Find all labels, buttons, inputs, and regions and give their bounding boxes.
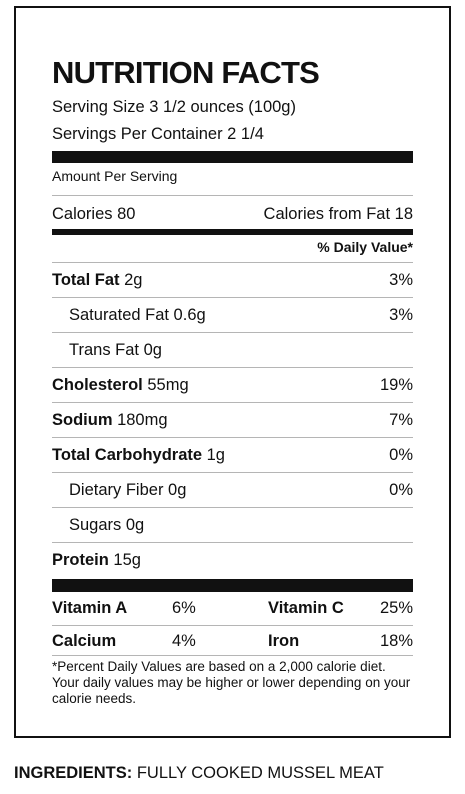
label-title: NUTRITION FACTS [52, 55, 320, 90]
nutrient-row-sodium: Sodium 180mg 7% [52, 403, 413, 437]
thick-divider [52, 579, 413, 592]
nutrient-dv: 19% [379, 375, 413, 394]
divider [52, 655, 413, 656]
nutrient-name: Total Carbohydrate [52, 445, 203, 464]
divider [52, 437, 413, 438]
nutrient-name: Saturated Fat 0.6g [69, 305, 206, 324]
calories: Calories 80 [52, 204, 136, 223]
nutrient-name: Sugars 0g [69, 515, 145, 534]
calories-from-fat: Calories from Fat 18 [263, 204, 413, 223]
nutrient-amount: 180mg [112, 410, 168, 429]
thick-divider [52, 151, 413, 163]
nutrient-name: Total Fat [52, 270, 120, 289]
daily-value-header-label: % Daily Value* [317, 239, 413, 255]
nutrient-dv: 0% [389, 445, 413, 464]
vitamin-name: Iron [268, 632, 300, 650]
nutrient-row-sugars: Sugars 0g [52, 508, 413, 542]
nutrient-dv: 7% [389, 410, 413, 429]
divider [52, 402, 413, 403]
footnote: *Percent Daily Values are based on a 2,0… [52, 659, 411, 706]
ingredients-label: INGREDIENTS: [14, 764, 133, 782]
vitamin-dv: 4% [172, 632, 196, 650]
divider [52, 262, 413, 263]
amount-per-serving: Amount Per Serving [52, 165, 413, 187]
vitamin-row-1: Vitamin A 6% Vitamin C 25% [52, 599, 413, 621]
nutrient-row-total-fat: Total Fat 2g 3% [52, 263, 413, 297]
divider [52, 332, 413, 333]
nutrient-row-protein: Protein 15g [52, 543, 413, 577]
divider [52, 195, 413, 196]
nutrient-name: Dietary Fiber 0g [69, 480, 187, 499]
nutrient-amount: 2g [119, 270, 143, 289]
nutrient-amount: 55mg [142, 375, 189, 394]
nutrient-name: Trans Fat 0g [69, 340, 162, 359]
vitamin-dv: 18% [379, 632, 413, 650]
divider [52, 542, 413, 543]
nutrient-amount: 1g [202, 445, 225, 464]
nutrient-dv: 3% [389, 270, 413, 289]
nutrient-dv: 3% [389, 305, 413, 324]
nutrient-row-cholesterol: Cholesterol 55mg 19% [52, 368, 413, 402]
nutrient-amount: 15g [108, 550, 141, 569]
nutrient-name: Cholesterol [52, 375, 143, 394]
divider [52, 297, 413, 298]
amount-per-serving-label: Amount Per Serving [52, 168, 178, 184]
ingredients-line: INGREDIENTS: FULLY COOKED MUSSEL MEAT [14, 764, 384, 783]
ingredients-text: FULLY COOKED MUSSEL MEAT [132, 764, 384, 782]
vitamin-name: Calcium [52, 632, 117, 650]
nutrient-row-saturated-fat: Saturated Fat 0.6g 3% [52, 298, 413, 332]
daily-value-header: % Daily Value* [52, 237, 413, 257]
divider [52, 507, 413, 508]
vitamin-name: Vitamin A [52, 599, 128, 617]
nutrient-name: Protein [52, 550, 109, 569]
divider [52, 472, 413, 473]
nutrient-dv: 0% [389, 480, 413, 499]
divider [52, 367, 413, 368]
divider [52, 625, 413, 626]
vitamin-row-2: Calcium 4% Iron 18% [52, 632, 413, 654]
nutrient-row-trans-fat: Trans Fat 0g [52, 333, 413, 367]
nutrient-row-total-carbohydrate: Total Carbohydrate 1g 0% [52, 438, 413, 472]
nutrient-name: Sodium [52, 410, 113, 429]
medium-divider [52, 229, 413, 235]
calories-row: Calories 80 Calories from Fat 18 [52, 202, 413, 226]
nutrient-row-dietary-fiber: Dietary Fiber 0g 0% [52, 473, 413, 507]
nutrition-label: NUTRITION FACTS Serving Size 3 1/2 ounce… [14, 6, 451, 738]
servings-per-container: Servings Per Container 2 1/4 [52, 125, 264, 143]
vitamin-dv: 25% [379, 599, 413, 617]
vitamin-name: Vitamin C [268, 599, 344, 617]
serving-size: Serving Size 3 1/2 ounces (100g) [52, 98, 296, 116]
vitamin-dv: 6% [172, 599, 196, 617]
